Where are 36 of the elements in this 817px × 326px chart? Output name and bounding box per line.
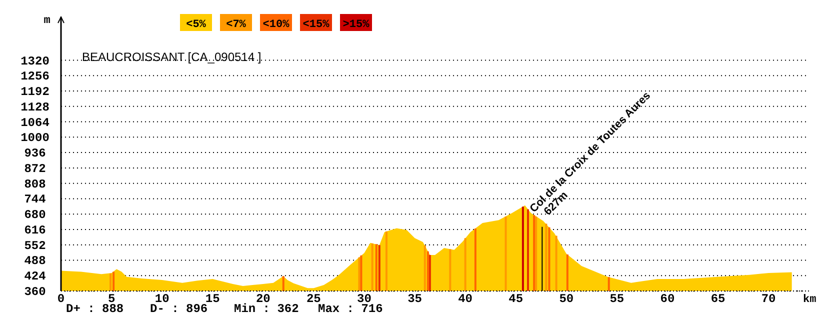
y-tick-label: 1000 <box>20 131 50 146</box>
y-tick-label: 872 <box>24 162 46 176</box>
y-tick-label: 616 <box>24 223 46 238</box>
text: D+ : 888 <box>66 302 124 316</box>
y-tick-label: 1256 <box>20 70 50 84</box>
y-tick-label: 552 <box>24 238 46 253</box>
y-tick-label: 808 <box>24 177 46 192</box>
x-tick-label: 50 <box>559 292 574 306</box>
text: <10% <box>262 19 290 31</box>
y-axis-title: m <box>44 15 51 27</box>
x-tick-label: 55 <box>610 292 624 306</box>
y-tick-label: 1192 <box>20 85 50 100</box>
y-tick-label: 936 <box>24 146 46 161</box>
text: >15% <box>342 19 370 31</box>
y-tick-label: 744 <box>24 192 46 207</box>
x-tick-label: 35 <box>408 292 422 306</box>
y-tick-label: 1128 <box>20 100 50 114</box>
y-tick-label: 680 <box>24 208 46 222</box>
y-tick-label: 360 <box>24 285 46 299</box>
y-tick-label: 1064 <box>20 116 50 130</box>
x-tick-label: 15 <box>205 292 220 306</box>
text: <15% <box>302 19 330 31</box>
x-axis-title: km <box>803 294 817 306</box>
x-tick-label: 0 <box>57 292 65 306</box>
y-tick-label: 424 <box>24 270 46 284</box>
x-tick-label: 40 <box>458 292 473 306</box>
y-tick-label: 1320 <box>20 54 50 68</box>
x-tick-label: 70 <box>761 292 776 306</box>
y-tick-label: 488 <box>24 254 46 268</box>
x-tick-label: 45 <box>508 292 524 306</box>
text: Max : 716 <box>318 302 383 316</box>
text: BEAUCROISSANT [CA_090514 ] <box>82 50 262 64</box>
text: <7% <box>226 19 246 31</box>
text: <5% <box>186 19 206 31</box>
x-tick-label: 60 <box>660 292 675 306</box>
x-tick-label: 65 <box>710 292 726 306</box>
